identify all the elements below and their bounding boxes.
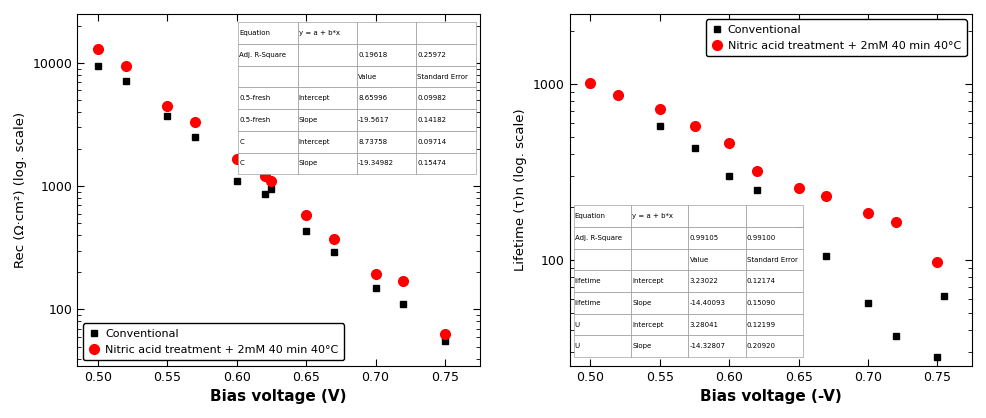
Conventional: [231, 178, 243, 184]
Y-axis label: Rec (Ω·cm²) (log. scale): Rec (Ω·cm²) (log. scale): [14, 112, 27, 268]
Nitric acid treatment + 2mM 40 min 40°C: [751, 168, 763, 173]
Conventional: [120, 78, 132, 83]
Conventional: [439, 339, 451, 344]
Conventional: [397, 302, 409, 307]
Nitric acid treatment + 2mM 40 min 40°C: [265, 178, 277, 184]
Conventional: [301, 229, 313, 234]
Nitric acid treatment + 2mM 40 min 40°C: [120, 63, 132, 68]
Conventional: [92, 63, 104, 68]
Nitric acid treatment + 2mM 40 min 40°C: [932, 260, 944, 265]
Nitric acid treatment + 2mM 40 min 40°C: [793, 186, 805, 191]
Conventional: [654, 123, 666, 128]
Conventional: [265, 186, 277, 191]
Conventional: [724, 173, 736, 178]
Conventional: [932, 354, 944, 359]
Legend: Conventional, Nitric acid treatment + 2mM 40 min 40°C: Conventional, Nitric acid treatment + 2m…: [706, 20, 966, 56]
Nitric acid treatment + 2mM 40 min 40°C: [162, 103, 174, 108]
Nitric acid treatment + 2mM 40 min 40°C: [439, 332, 451, 337]
X-axis label: Bias voltage (V): Bias voltage (V): [210, 389, 347, 404]
Nitric acid treatment + 2mM 40 min 40°C: [862, 210, 874, 215]
Conventional: [258, 191, 270, 196]
Nitric acid treatment + 2mM 40 min 40°C: [585, 81, 597, 86]
Conventional: [585, 82, 597, 87]
Conventional: [793, 222, 805, 227]
Nitric acid treatment + 2mM 40 min 40°C: [820, 194, 832, 199]
Nitric acid treatment + 2mM 40 min 40°C: [688, 123, 700, 128]
Conventional: [939, 294, 951, 299]
Conventional: [688, 146, 700, 151]
Nitric acid treatment + 2mM 40 min 40°C: [370, 271, 382, 276]
Conventional: [751, 187, 763, 192]
Nitric acid treatment + 2mM 40 min 40°C: [258, 174, 270, 179]
Line: Nitric acid treatment + 2mM 40 min 40°C: Nitric acid treatment + 2mM 40 min 40°C: [586, 78, 943, 267]
Line: Nitric acid treatment + 2mM 40 min 40°C: Nitric acid treatment + 2mM 40 min 40°C: [93, 44, 450, 339]
Nitric acid treatment + 2mM 40 min 40°C: [890, 219, 902, 224]
Nitric acid treatment + 2mM 40 min 40°C: [189, 120, 201, 125]
X-axis label: Bias voltage (-V): Bias voltage (-V): [700, 389, 842, 404]
Conventional: [820, 254, 832, 259]
Conventional: [890, 333, 902, 338]
Conventional: [162, 114, 174, 119]
Nitric acid treatment + 2mM 40 min 40°C: [612, 92, 624, 97]
Y-axis label: Lifetime (τ)n (log. scale): Lifetime (τ)n (log. scale): [515, 109, 528, 271]
Nitric acid treatment + 2mM 40 min 40°C: [654, 107, 666, 112]
Conventional: [189, 135, 201, 140]
Conventional: [370, 285, 382, 290]
Nitric acid treatment + 2mM 40 min 40°C: [397, 278, 409, 283]
Nitric acid treatment + 2mM 40 min 40°C: [328, 237, 340, 242]
Legend: Conventional, Nitric acid treatment + 2mM 40 min 40°C: Conventional, Nitric acid treatment + 2m…: [83, 324, 344, 360]
Nitric acid treatment + 2mM 40 min 40°C: [301, 213, 313, 218]
Nitric acid treatment + 2mM 40 min 40°C: [724, 141, 736, 146]
Conventional: [612, 92, 624, 97]
Nitric acid treatment + 2mM 40 min 40°C: [231, 157, 243, 162]
Conventional: [328, 250, 340, 255]
Conventional: [862, 300, 874, 305]
Line: Conventional: Conventional: [95, 62, 449, 345]
Line: Conventional: Conventional: [587, 80, 948, 360]
Nitric acid treatment + 2mM 40 min 40°C: [92, 46, 104, 51]
